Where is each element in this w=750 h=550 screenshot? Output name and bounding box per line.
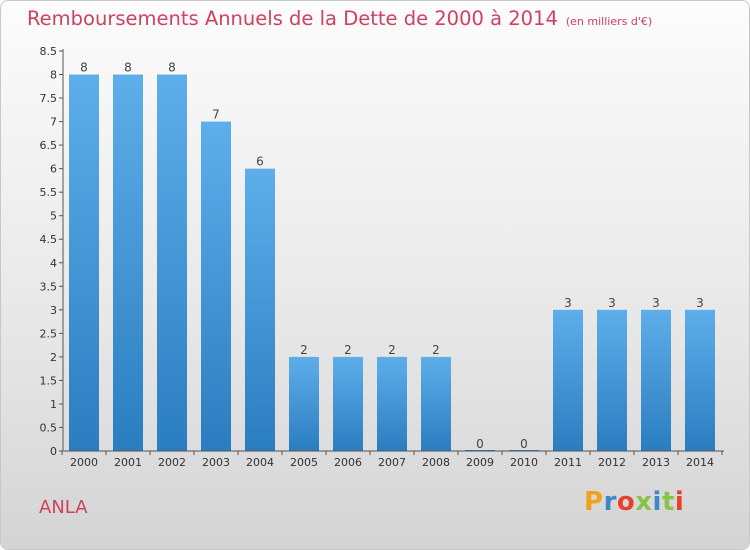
y-tick-label: 6 [50, 163, 57, 176]
y-tick-label: 8.5 [40, 45, 58, 58]
x-tick-label-2008: 2008 [422, 456, 450, 469]
x-tick-label-2000: 2000 [70, 456, 98, 469]
x-tick-label-2004: 2004 [246, 456, 274, 469]
x-tick-label-2012: 2012 [598, 456, 626, 469]
proxiti-logo: Proxiti [584, 487, 684, 517]
value-label-2001: 8 [124, 61, 132, 75]
y-tick-label: 2 [50, 351, 57, 364]
town-name: ANLA [39, 497, 88, 518]
bar-2006 [333, 356, 363, 451]
y-tick-label: 7.5 [40, 92, 58, 105]
y-tick-label: 4.5 [40, 233, 58, 246]
y-tick-label: 7 [50, 116, 57, 129]
value-label-2005: 2 [300, 343, 308, 357]
value-label-2013: 3 [652, 296, 660, 310]
logo-letter: P [584, 487, 604, 517]
bar-2014 [685, 309, 715, 451]
value-label-2008: 2 [432, 343, 440, 357]
bar-2011 [553, 309, 583, 451]
value-label-2011: 3 [564, 296, 572, 310]
value-label-2003: 7 [212, 108, 220, 122]
x-tick-label-2003: 2003 [202, 456, 230, 469]
chart-title: Remboursements Annuels de la Dette de 20… [27, 7, 558, 30]
bar-2002 [157, 74, 187, 451]
logo-letter: r [603, 487, 617, 517]
logo-letter: i [674, 487, 685, 517]
bar-2001 [113, 74, 143, 451]
y-tick-label: 5.5 [40, 186, 58, 199]
x-tick-label-2007: 2007 [378, 456, 406, 469]
value-label-2007: 2 [388, 343, 396, 357]
title-row: Remboursements Annuels de la Dette de 20… [27, 7, 652, 30]
x-tick-label-2013: 2013 [642, 456, 670, 469]
y-tick-label: 0.5 [40, 421, 58, 434]
x-tick-label-2010: 2010 [510, 456, 538, 469]
value-label-2014: 3 [696, 296, 704, 310]
value-label-2010: 0 [520, 437, 528, 451]
value-label-2004: 6 [256, 155, 264, 169]
axes-group [59, 49, 724, 455]
y-tick-label: 2.5 [40, 327, 58, 340]
x-tick-label-2005: 2005 [290, 456, 318, 469]
y-tick-label: 3 [50, 304, 57, 317]
chart-subtitle: (en milliers d'€) [565, 15, 653, 28]
y-tick-label: 0 [50, 445, 57, 458]
bar-2013 [641, 309, 671, 451]
value-label-2002: 8 [168, 61, 176, 75]
x-tick-label-2006: 2006 [334, 456, 362, 469]
x-tick-label-2001: 2001 [114, 456, 142, 469]
value-label-2000: 8 [80, 61, 88, 75]
x-tick-label-2002: 2002 [158, 456, 186, 469]
logo-letter: t [661, 487, 675, 517]
bar-2005 [289, 356, 319, 451]
y-tick-label: 4 [50, 257, 57, 270]
y-tick-label: 3.5 [40, 280, 58, 293]
logo-letter: o [616, 487, 636, 517]
y-tick-label: 5 [50, 210, 57, 223]
logo-letter: i [652, 487, 662, 517]
logo-letter: x [635, 487, 653, 517]
bar-2004 [245, 168, 275, 451]
bar-2012 [597, 309, 627, 451]
bars-group [69, 74, 715, 452]
bar-2008 [421, 356, 451, 451]
bar-2007 [377, 356, 407, 451]
bar-2000 [69, 74, 99, 451]
x-tick-label-2011: 2011 [554, 456, 582, 469]
x-tick-label-2009: 2009 [466, 456, 494, 469]
bar-2003 [201, 121, 231, 452]
y-tick-label: 1.5 [40, 374, 58, 387]
value-label-2009: 0 [476, 437, 484, 451]
y-tick-label: 1 [50, 398, 57, 411]
value-label-2006: 2 [344, 343, 352, 357]
y-tick-label: 6.5 [40, 139, 58, 152]
x-tick-label-2014: 2014 [686, 456, 714, 469]
value-label-2012: 3 [608, 296, 616, 310]
y-tick-label: 8 [50, 69, 57, 82]
labels-group: 8200082001820027200362004220052200622007… [40, 45, 715, 469]
